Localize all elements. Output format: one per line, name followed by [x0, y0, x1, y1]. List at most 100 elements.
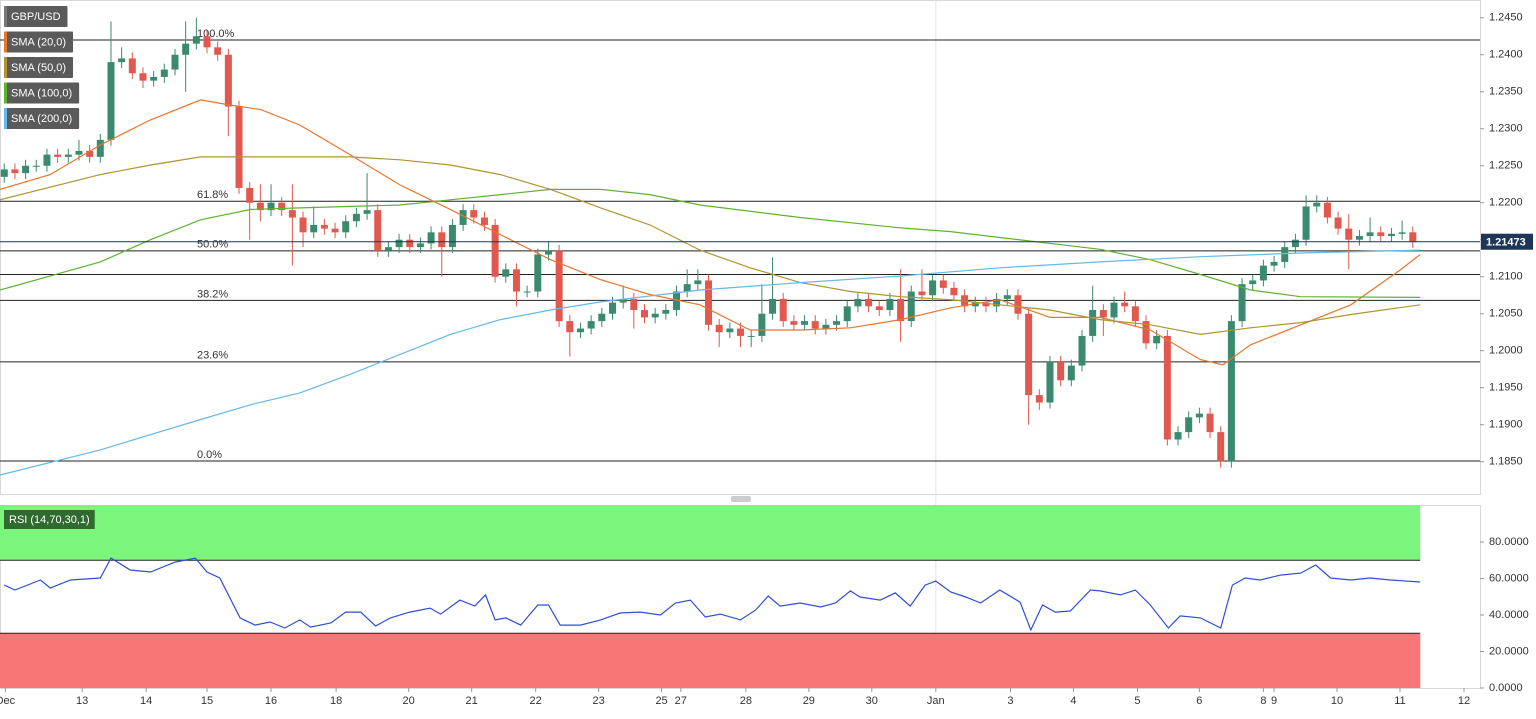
x-tick-label: 15	[201, 695, 213, 707]
candle-body	[854, 298, 862, 307]
candle-body	[1195, 413, 1203, 418]
candle-body	[939, 280, 947, 288]
y-tick-label: 1.1900	[1489, 419, 1523, 431]
x-tick-label: 4	[1070, 695, 1076, 707]
x-tick-label: 27	[675, 695, 687, 707]
legend-label: SMA (200,0)	[11, 113, 72, 125]
candle-body	[160, 69, 168, 77]
x-tick-label: 22	[530, 695, 542, 707]
legend-box[interactable]	[4, 57, 74, 78]
candle-body	[566, 321, 574, 333]
candle-body	[993, 298, 1001, 307]
candle-body	[737, 328, 745, 336]
candle-body	[1345, 228, 1353, 240]
candle-body	[43, 154, 51, 166]
candle-body	[512, 269, 520, 292]
candle-body	[1057, 361, 1065, 381]
x-tick-label: 3	[1007, 695, 1013, 707]
fibonacci-label: 50.0%	[197, 239, 228, 251]
candle-body	[214, 47, 222, 55]
candle-body	[673, 291, 681, 311]
candle-body	[640, 310, 648, 318]
candle-body	[267, 202, 275, 211]
candle-body	[1067, 365, 1075, 381]
overbought-zone	[0, 505, 1421, 561]
candle-body	[299, 217, 307, 233]
candle-body	[86, 150, 94, 157]
candle-body	[1281, 247, 1289, 262]
legend-label: SMA (100,0)	[11, 87, 72, 99]
candle-body	[769, 298, 777, 314]
candle-body	[694, 280, 702, 285]
legend-box[interactable]	[4, 82, 80, 104]
candle-body	[630, 298, 638, 311]
y-tick-label: 1.2300	[1489, 123, 1523, 135]
candle-body	[1217, 432, 1225, 462]
candle-body	[310, 224, 318, 233]
legend-box[interactable]	[4, 108, 80, 129]
candle-body	[544, 250, 552, 255]
candle-body	[363, 210, 371, 214]
candle-body	[491, 224, 499, 277]
candle-body	[118, 58, 126, 63]
sma-line	[0, 188, 1421, 298]
candle-body	[950, 287, 958, 296]
candle-body	[107, 62, 115, 140]
x-tick-label: 21	[466, 695, 478, 707]
candle-body	[1046, 361, 1054, 403]
candle-body	[203, 36, 211, 48]
candle-body	[929, 280, 937, 296]
legend-label: RSI (14,70,30,1)	[9, 514, 90, 526]
candle-body	[352, 213, 360, 222]
candle-body	[11, 169, 19, 174]
fibonacci-label: 100.0%	[197, 28, 235, 40]
candle-body	[480, 217, 488, 225]
candle-body	[1110, 302, 1118, 318]
candle-body	[1099, 310, 1107, 318]
candle-body	[865, 298, 873, 307]
legend-box[interactable]	[4, 31, 74, 53]
candle-body	[182, 43, 190, 55]
y-tick-label: 60.0000	[1489, 572, 1529, 584]
candle-body	[971, 302, 979, 307]
candle-body	[438, 232, 446, 248]
candle-body	[619, 298, 627, 303]
candle-body	[22, 165, 30, 174]
candle-body	[416, 243, 424, 248]
candle-body	[32, 165, 40, 167]
candle-body	[1398, 232, 1406, 234]
candle-body	[608, 302, 616, 314]
candle-body	[1355, 236, 1363, 240]
fibonacci-label: 38.2%	[197, 288, 228, 300]
x-tick-label: 6	[1196, 695, 1202, 707]
candle-body	[576, 328, 584, 333]
candle-body	[534, 254, 542, 292]
rsi-line	[4, 557, 1421, 632]
candle-body	[1323, 202, 1331, 218]
candle-body	[235, 106, 243, 188]
candle-body	[897, 298, 905, 322]
candle-body	[64, 154, 72, 157]
candle-body	[1014, 295, 1022, 314]
x-tick-label: 18	[330, 695, 342, 707]
panel-resize-handle[interactable]	[731, 496, 751, 502]
y-tick-label: 20.0000	[1489, 645, 1529, 657]
legend-box[interactable]	[4, 510, 95, 529]
sma-line	[0, 156, 1421, 336]
candle-body	[843, 306, 851, 322]
x-tick-label: 9	[1271, 695, 1277, 707]
candle-body	[1409, 232, 1417, 242]
candle-body	[790, 321, 798, 325]
candle-body	[811, 321, 819, 329]
legend-box[interactable]	[4, 6, 68, 27]
y-tick-label: 1.1950	[1489, 382, 1523, 394]
candle-body	[1249, 280, 1257, 285]
candle-body	[587, 321, 595, 329]
candle-body	[427, 232, 435, 244]
candle-body	[278, 202, 286, 211]
x-tick-label: 5	[1134, 695, 1140, 707]
x-tick-label: 10	[1331, 695, 1343, 707]
legend-color	[4, 31, 7, 53]
candle-body	[342, 221, 350, 233]
y-tick-label: 1.2400	[1489, 49, 1523, 61]
